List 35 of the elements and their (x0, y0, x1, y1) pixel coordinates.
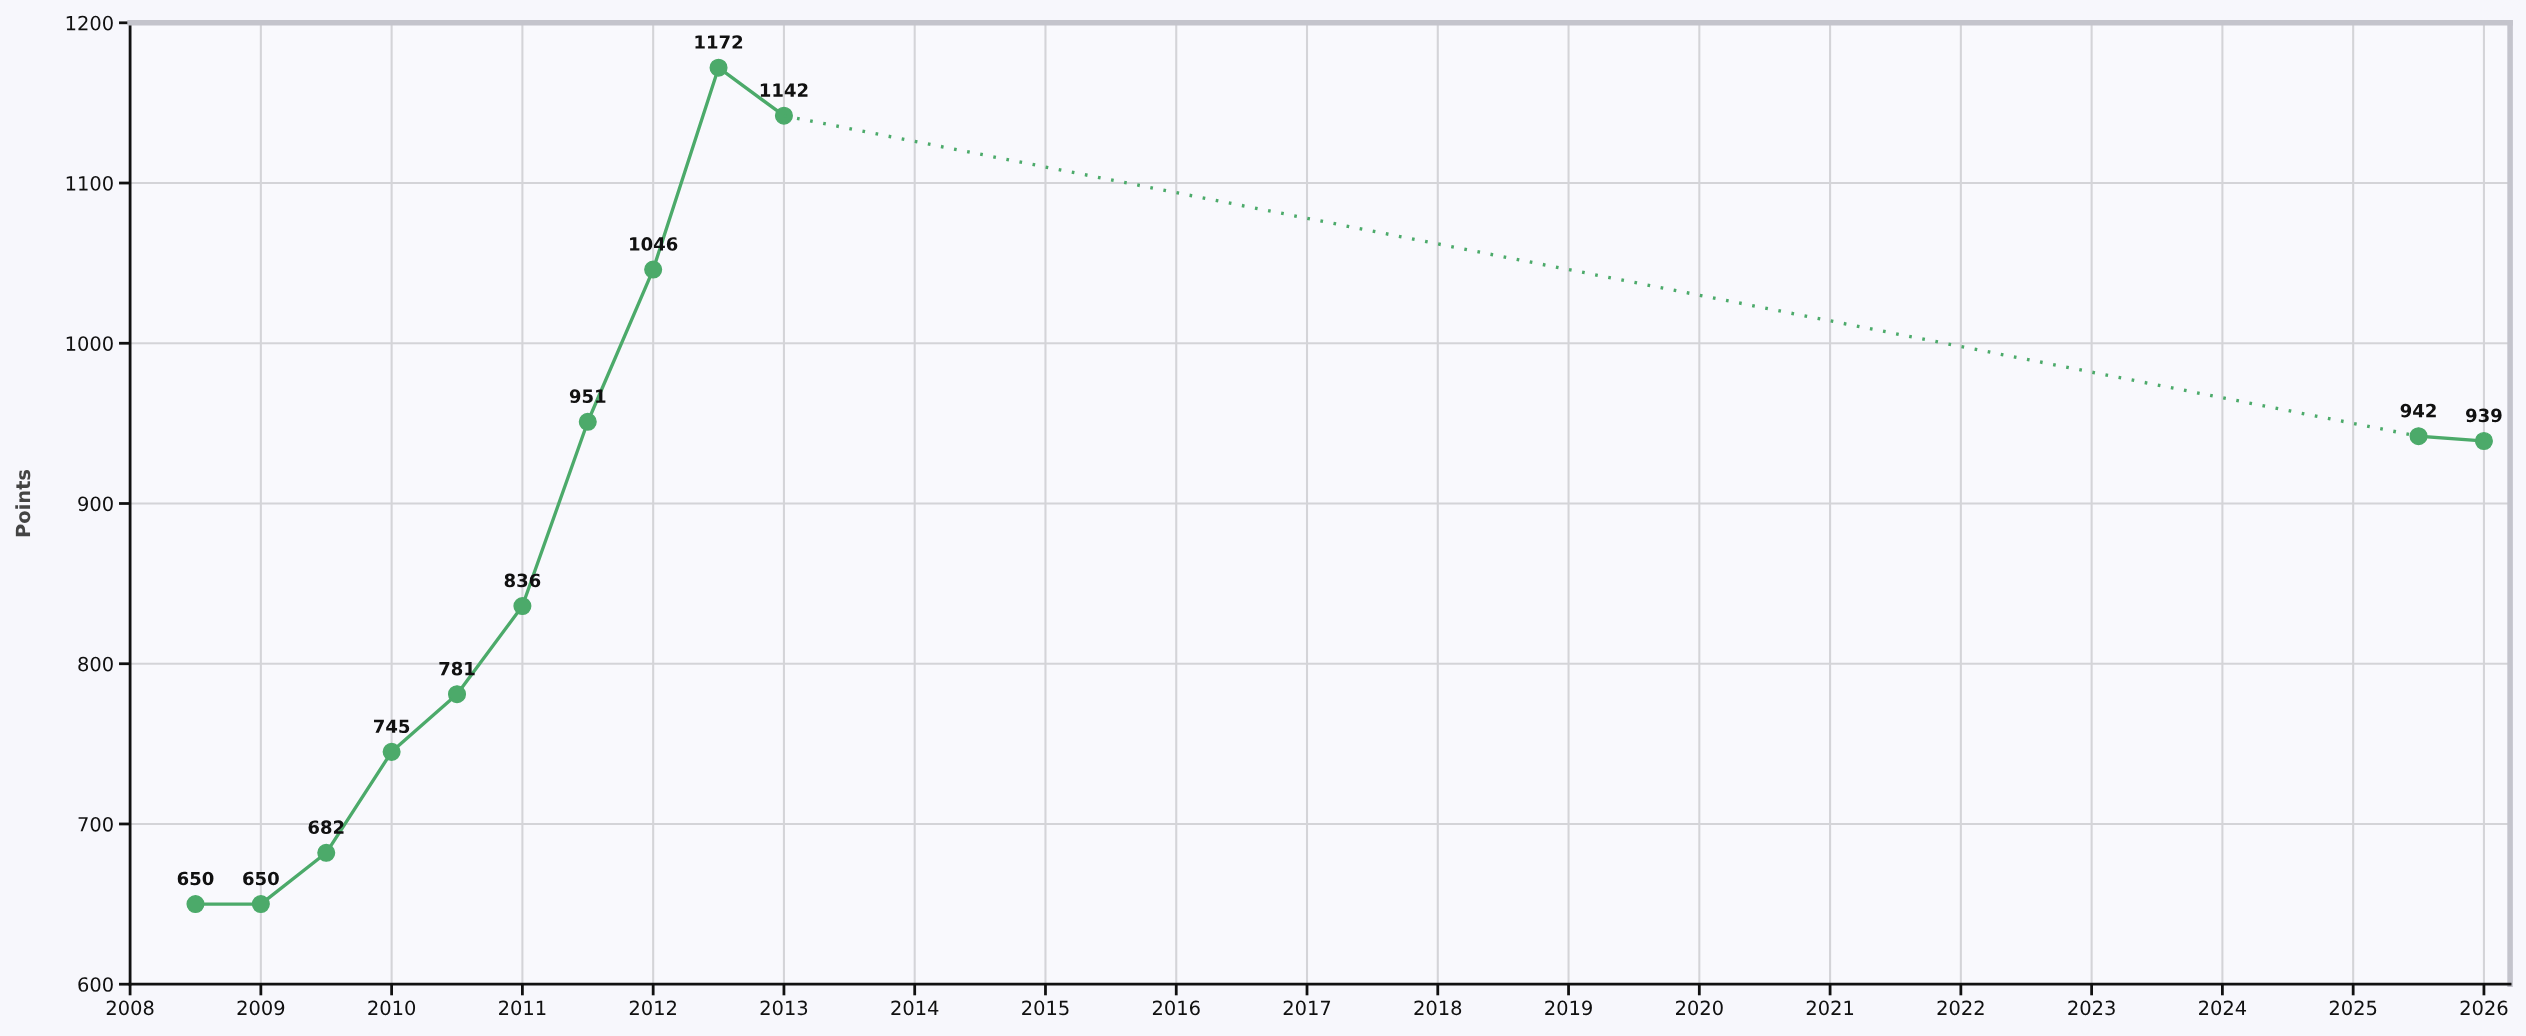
data-label: 939 (2466, 408, 2502, 423)
data-label: 942 (2400, 403, 2436, 418)
x-tick-label: 2009 (237, 1000, 285, 1016)
x-tick-label: 2016 (1152, 1000, 1200, 1016)
x-tick-label: 2026 (2460, 1000, 2508, 1016)
x-tick-label: 2015 (1022, 1000, 1069, 1016)
y-axis-title: Points (15, 469, 31, 537)
x-tick-label: 2022 (1937, 1000, 1984, 1016)
x-tick-label: 2025 (2329, 1000, 2377, 1016)
y-tick-label: 800 (78, 656, 113, 672)
y-tick-label: 1200 (66, 15, 113, 31)
data-label: 1142 (760, 83, 808, 97)
x-tick-label: 2017 (1283, 1000, 1331, 1016)
data-label: 781 (439, 661, 475, 676)
y-tick-label: 700 (78, 816, 113, 832)
y-tick-label: 600 (78, 977, 113, 992)
x-tick-label: 2008 (106, 1000, 154, 1016)
x-tick-label: 2024 (2199, 1000, 2247, 1016)
x-tick-label: 2019 (1545, 1000, 1592, 1016)
x-tick-label: 2020 (1676, 1000, 1723, 1016)
y-tick-label: 1000 (66, 336, 113, 351)
data-label: 1172 (695, 35, 743, 49)
x-tick-label: 2011 (499, 1000, 546, 1016)
x-tick-label: 2013 (760, 1000, 808, 1016)
data-label: 745 (373, 719, 410, 734)
x-tick-label: 2023 (2068, 1000, 2115, 1016)
x-tick-label: 2018 (1414, 1000, 1462, 1016)
data-label: 650 (243, 871, 279, 886)
x-tick-label: 2010 (368, 1000, 416, 1016)
x-tick-label: 2012 (629, 1000, 676, 1016)
x-tick-label: 2014 (891, 1000, 939, 1016)
y-tick-label: 900 (78, 496, 113, 512)
x-tick-label: 2021 (1806, 1000, 1854, 1016)
y-tick-label: 1100 (66, 175, 113, 191)
data-label: 650 (177, 871, 214, 886)
